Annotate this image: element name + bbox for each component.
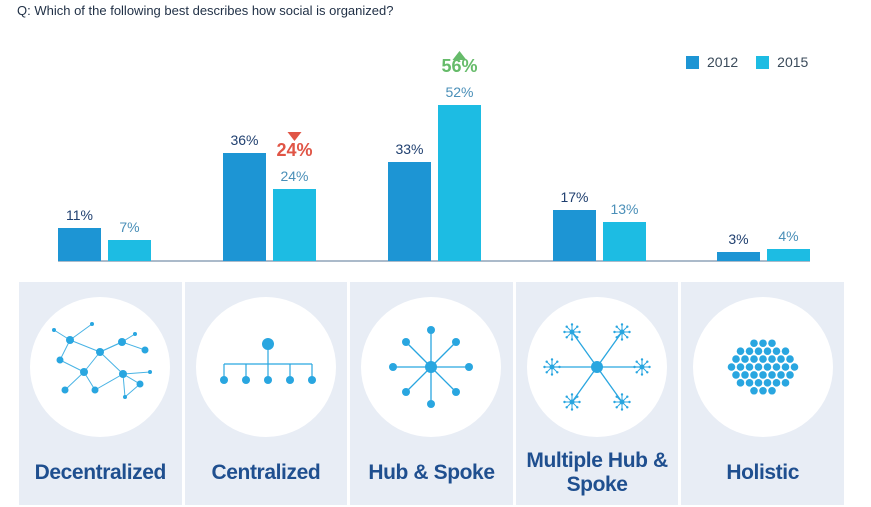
- bar-2015-0: [108, 240, 151, 261]
- bar-2015-2: [438, 105, 481, 261]
- data-label-2012-4: 3%: [728, 231, 748, 247]
- bar-chart: 11% 7% 36% 24% 33% 52% 17% 13% 3% 4% 24% 56%: [58, 51, 810, 262]
- bar-chart-svg: 11% 7% 36% 24% 33% 52% 17% 13% 3% 4% 24% 56%: [58, 51, 810, 262]
- question-text: Q: Which of the following best describes…: [17, 3, 394, 18]
- holistic-cluster-icon: [692, 297, 833, 437]
- data-label-2015-2: 52%: [445, 84, 473, 100]
- annotation-arrow-up-icon: [452, 51, 467, 60]
- legend-item-2012: 2012: [686, 54, 738, 70]
- bar-2015-3: [603, 222, 646, 261]
- multiple-hub-spoke-icon-svg: [543, 323, 651, 411]
- bar-2012-3: [553, 210, 596, 261]
- data-label-2012-0: 11%: [66, 207, 93, 223]
- panel-centralized: Centralized: [184, 282, 348, 505]
- bar-2012-1: [223, 153, 266, 261]
- bar-2012-2: [388, 162, 431, 261]
- panel-multiple-hub-spoke: Multiple Hub & Spoke: [515, 282, 679, 505]
- data-label-2015-4: 4%: [778, 228, 798, 244]
- legend-swatch-2012: [686, 55, 699, 69]
- annotation-arrow-down-icon: [287, 132, 302, 141]
- chart-legend: 2012 2015: [686, 54, 808, 70]
- data-label-2012-2: 33%: [395, 141, 423, 157]
- panel-decentralized: Decentralized: [19, 282, 182, 505]
- panel-label-hub-spoke: Hub & Spoke: [368, 461, 495, 484]
- data-label-2012-1: 36%: [230, 132, 258, 148]
- bar-2012-0: [58, 228, 101, 261]
- centralized-tree-icon-svg: [219, 338, 316, 384]
- legend-item-2015: 2015: [756, 54, 808, 70]
- hub-spoke-icon-svg: [389, 326, 474, 408]
- annotation-value-0: 24%: [276, 140, 312, 160]
- annotation-value-1: 56%: [441, 56, 477, 76]
- bar-2015-1: [273, 189, 316, 261]
- panel-hub-spoke: Hub & Spoke: [350, 282, 513, 505]
- multiple-hub-spoke-icon: [527, 297, 668, 437]
- category-panels: Decentralized: [19, 282, 844, 505]
- data-label-2015-3: 13%: [610, 201, 638, 217]
- panel-holistic: Holistic: [681, 282, 844, 505]
- holistic-cluster-icon-svg: [727, 339, 798, 395]
- panel-label-decentralized: Decentralized: [34, 461, 167, 484]
- bar-2012-4: [717, 252, 760, 261]
- panel-label-centralized: Centralized: [211, 461, 321, 484]
- panel-label-holistic: Holistic: [726, 461, 799, 484]
- data-label-2015-0: 7%: [119, 219, 139, 235]
- decentralized-network-icon-svg: [52, 322, 153, 399]
- bar-2015-4: [767, 249, 810, 261]
- data-label-2012-3: 17%: [560, 189, 588, 205]
- hub-spoke-icon: [361, 297, 502, 437]
- legend-label-2012: 2012: [707, 54, 739, 70]
- centralized-tree-icon: [195, 297, 336, 437]
- decentralized-network-icon: [30, 297, 171, 437]
- legend-label-2015: 2015: [777, 54, 809, 70]
- panel-label-multiple-hub-spoke: Multiple Hub & Spoke: [526, 449, 668, 496]
- legend-swatch-2015: [756, 55, 770, 69]
- data-label-2015-1: 24%: [280, 168, 308, 184]
